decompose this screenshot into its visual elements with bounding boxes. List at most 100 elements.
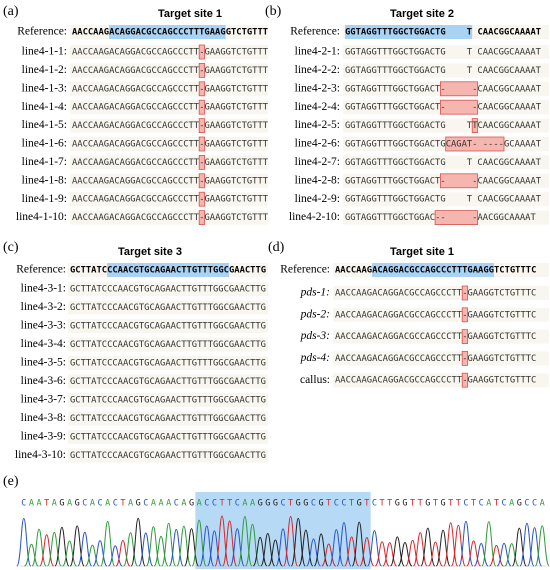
sequence: AACCAAGACAGGACGCCAGCCCTT	[72, 158, 200, 168]
sequence-background	[333, 373, 549, 388]
sequence: GCTTATCCCAACGTGCAGAACTTGTTTGGCGAACTTG	[70, 303, 266, 313]
sequence-highlight	[461, 285, 468, 301]
panel-label: (e)	[3, 474, 19, 489]
trace-peak	[252, 536, 268, 567]
base-call: A	[486, 499, 491, 509]
row-label: line4-2-5:	[295, 119, 340, 131]
sequence: GAAGGTCTGTTT	[205, 84, 269, 94]
sequence: AACCAAGACAGGACGCCAGCCCTT	[335, 310, 463, 320]
base-call: G	[319, 499, 324, 509]
sequence: AACCAAGACAGGACGCCAGCCCTT	[72, 66, 200, 76]
sequence: GCTTATCCCAACGTGCAGAACTTGTTTGGCGAACTTG	[70, 359, 266, 369]
base-call: G	[136, 499, 141, 509]
sequence: - -	[440, 84, 477, 94]
sequence-background	[70, 118, 268, 133]
sequence: GCTTATCCCAACGTGCAGAACTTGTTTGGCGAACTTG	[70, 414, 266, 424]
sequence-background	[343, 155, 549, 170]
trace-peak	[496, 542, 512, 567]
sequence: -	[199, 103, 204, 113]
sequence: GAAGGTCTGTTTC	[468, 310, 537, 320]
trace-peak	[290, 517, 306, 567]
trace-peak	[321, 543, 337, 567]
base-call: T	[456, 499, 461, 509]
row-label: line4-2-8:	[295, 174, 340, 186]
trace-peak	[24, 543, 39, 567]
base-call: G	[273, 499, 278, 509]
row-label: line4-3-6:	[21, 375, 66, 387]
sequence-highlight	[439, 99, 478, 115]
row-label: pds-2:	[300, 308, 330, 320]
row-label: pds-3:	[300, 330, 330, 342]
sequence: GCTTATCCCAACGTGCAGAACTTGTTTGGCGAACTTG	[70, 285, 266, 295]
sequence: AACCAAGACAGGACGCCAGCCCTT	[72, 140, 200, 150]
sequence-background	[68, 282, 268, 296]
base-call: C	[341, 499, 346, 509]
panel: Target site 1 Reference: AACCAAG ACAGGACGCC…	[280, 246, 549, 388]
row-label: line4-3-10:	[15, 449, 66, 461]
sequence: GCAAAAT	[504, 140, 542, 150]
sequence-background	[70, 210, 268, 225]
sequence: CAACGGCAAAAT	[472, 28, 541, 38]
sequence-background	[343, 192, 549, 207]
sequence: AACGGCAAAAT	[478, 213, 537, 223]
sequence-highlight	[372, 263, 494, 277]
base-call: A	[250, 499, 255, 509]
base-call: C	[479, 499, 484, 509]
base-call: A	[90, 499, 95, 509]
base-call: T	[494, 499, 499, 509]
trace-peak	[527, 527, 543, 567]
base-call: T	[120, 499, 125, 509]
base-call: C	[21, 499, 26, 509]
sequence: GAAGGTCTGTTT	[205, 103, 269, 113]
row-label: line4-2-7:	[295, 156, 340, 168]
sequence: AACCAAGACAGGACGCCAGCCCTT	[335, 289, 463, 299]
sequence-background	[70, 45, 268, 59]
sequence: GCTTATCCCAACGTGCAGAACTTGTTTGGCGAACTTG	[70, 340, 266, 350]
trace-peak	[359, 537, 375, 567]
sequence: -	[199, 140, 204, 150]
sequence: CAACGGCAAAAT	[478, 84, 542, 94]
row-label: line4-2-2:	[295, 64, 340, 76]
base-call: T	[349, 499, 354, 509]
base-call: T	[471, 499, 476, 509]
base-call: C	[97, 499, 102, 509]
row-label: line4-3-3:	[21, 320, 66, 332]
base-call: T	[288, 499, 293, 509]
sequence-highlight	[439, 173, 478, 189]
sequence: - -	[440, 176, 477, 186]
trace-peak	[389, 536, 405, 567]
trace-peak	[374, 541, 390, 567]
trace-peak	[382, 542, 398, 567]
panel-title: Target site 3	[118, 246, 182, 258]
sequence-background	[343, 118, 549, 133]
sequence: CAACGGCAAAAT	[478, 176, 542, 186]
base-call: T	[219, 499, 224, 509]
row-label: line4-2-9:	[295, 193, 340, 205]
sequence: TCTGTTTC	[494, 266, 536, 276]
sequence-background	[68, 374, 268, 389]
row-label: line4-1-2:	[22, 64, 67, 76]
trace-peak	[260, 532, 276, 567]
panel: Target site 1 Reference: AACCAAG ACAGGACGCC…	[16, 8, 269, 226]
sequence: -- -	[435, 213, 477, 223]
base-call: G	[59, 499, 64, 509]
sequence-background	[68, 356, 268, 370]
row-label: line4-1-9:	[22, 193, 67, 205]
base-call: C	[334, 499, 339, 509]
base-call: G	[395, 499, 400, 509]
row-label: callus:	[300, 374, 330, 386]
row-label: line4-2-3:	[295, 82, 340, 94]
row-label: Reference:	[16, 264, 66, 276]
sequence-highlight	[461, 350, 468, 366]
sequence: -	[199, 176, 204, 186]
base-call: C	[311, 499, 316, 509]
base-call: A	[151, 499, 156, 509]
row-label: line4-1-1:	[22, 46, 67, 58]
sequence-background	[70, 173, 268, 188]
base-call: G	[357, 499, 362, 509]
row-label: line4-2-6:	[295, 138, 340, 150]
sequence: AACCAAGACAGGACGCCAGCCCTT	[72, 176, 200, 186]
sequence: GCTTATCCCAACGTGCAGAACTTGTTTGGCGAACTTG	[70, 451, 266, 461]
trace-peak	[206, 530, 222, 567]
panel-label: (b)	[265, 4, 282, 19]
